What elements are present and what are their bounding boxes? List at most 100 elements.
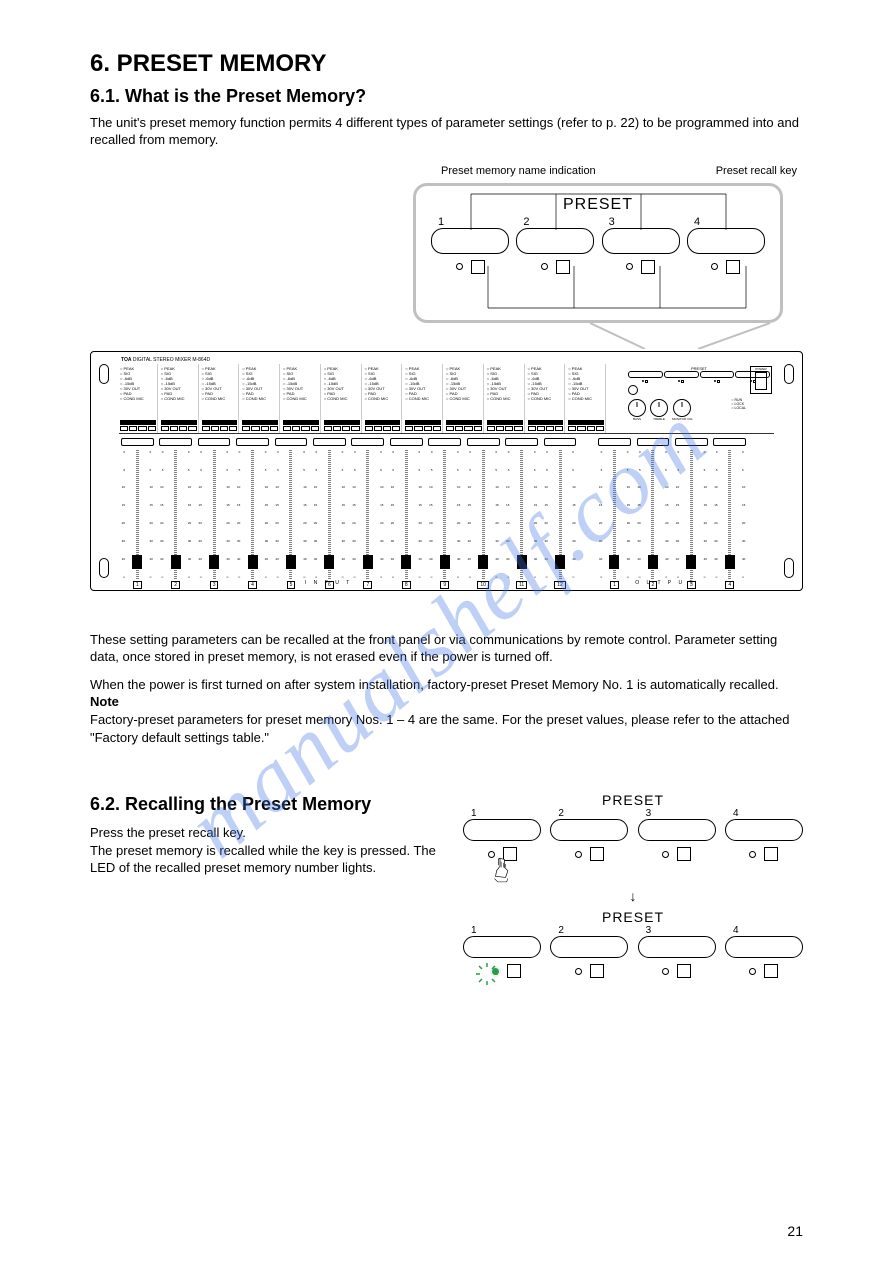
knob[interactable] [628,399,646,417]
assign-button[interactable] [170,426,178,431]
hand-press-icon [488,855,512,883]
preset-mini-key[interactable] [645,380,648,383]
assign-button[interactable] [433,426,441,431]
assign-button[interactable] [374,426,382,431]
fader-knob[interactable] [171,555,181,569]
assign-button[interactable] [487,426,495,431]
assign-button[interactable] [392,426,400,431]
fader-knob[interactable] [725,555,735,569]
fader-track-area: 051015203040∞051015203040∞ [673,450,709,579]
assign-button[interactable] [424,426,432,431]
assign-button[interactable] [220,426,228,431]
assign-button[interactable] [383,426,391,431]
fader-knob[interactable] [609,555,619,569]
assign-button[interactable] [555,426,563,431]
fader-tick: 5 [534,468,538,472]
assign-button[interactable] [301,426,309,431]
assign-button[interactable] [464,426,472,431]
preset-recall-key[interactable] [590,847,604,861]
fader-knob[interactable] [132,555,142,569]
fader-tick: 30 [505,539,509,543]
assign-button[interactable] [202,426,210,431]
assign-button[interactable] [311,426,319,431]
knob[interactable] [650,399,668,417]
recall-after: PRESET 1 [463,909,803,978]
preset-recall-key[interactable] [590,964,604,978]
assign-button[interactable] [251,426,259,431]
fader-scale: 051015203040∞ [598,450,602,579]
fader-knob[interactable] [517,555,527,569]
assign-button[interactable] [577,426,585,431]
fader-track-area: 051015203040∞051015203040∞ [542,450,578,579]
preset-recall-key[interactable] [677,964,691,978]
preset-recall-key[interactable] [764,964,778,978]
assign-button[interactable] [292,426,300,431]
fader-tick: 15 [742,503,746,507]
preset-recall-key[interactable] [507,964,521,978]
assign-button[interactable] [333,426,341,431]
assign-button[interactable] [283,426,291,431]
knob[interactable] [673,399,691,417]
fader-knob[interactable] [555,555,565,569]
assign-button[interactable] [161,426,169,431]
fader-tick: 40 [505,557,509,561]
assign-button[interactable] [229,426,237,431]
assign-button[interactable] [261,426,269,431]
assign-button[interactable] [596,426,604,431]
assign-label-bar [120,420,156,425]
fader-knob[interactable] [248,555,258,569]
fader-knob[interactable] [209,555,219,569]
assign-button[interactable] [242,426,250,431]
assign-button[interactable] [537,426,545,431]
fader-knob[interactable] [648,555,658,569]
assign-button[interactable] [405,426,413,431]
knob-label: TREBLE [653,417,665,421]
channel-number: 1 [610,581,619,589]
assign-button[interactable] [546,426,554,431]
fader-tick: 10 [149,485,153,489]
preset-mini-key[interactable] [681,380,684,383]
fader-knob[interactable] [324,555,334,569]
assign-button[interactable] [496,426,504,431]
preset-recall-key[interactable] [764,847,778,861]
assign-button[interactable] [179,426,187,431]
assign-button[interactable] [270,426,278,431]
assign-button[interactable] [188,426,196,431]
channel-name-box [351,438,384,446]
assign-button[interactable] [211,426,219,431]
assign-button[interactable] [414,426,422,431]
fader-knob[interactable] [478,555,488,569]
assign-button[interactable] [120,426,128,431]
fader-knob[interactable] [363,555,373,569]
assign-button[interactable] [129,426,137,431]
fader-knob[interactable] [440,555,450,569]
assign-button[interactable] [365,426,373,431]
fader-knob[interactable] [401,555,411,569]
assign-button[interactable] [528,426,536,431]
fader-tick: 20 [159,521,163,525]
assign-button[interactable] [138,426,146,431]
assign-button[interactable] [455,426,463,431]
assign-button[interactable] [568,426,576,431]
assign-button[interactable] [342,426,350,431]
assign-button[interactable] [148,426,156,431]
assign-button[interactable] [324,426,332,431]
headphone-jack[interactable] [628,385,638,395]
fader-tick: 40 [534,557,538,561]
assign-button[interactable] [505,426,513,431]
preset-mini-key[interactable] [717,380,720,383]
assign-button[interactable] [351,426,359,431]
preset-recall-key[interactable] [677,847,691,861]
fader-scale: 051015203040∞ [429,450,433,579]
slot-num: 4 [725,925,739,936]
power-switch[interactable] [755,372,767,390]
assign-button[interactable] [587,426,595,431]
fader-tick: 40 [265,557,269,561]
fader-tick: 5 [159,468,163,472]
assign-button[interactable] [446,426,454,431]
fader-knob[interactable] [686,555,696,569]
assign-button[interactable] [474,426,482,431]
fader-knob[interactable] [286,555,296,569]
input-channel-top: ○ PEAK○ SIG○ -6dB○ -15dB○ 30V OUT○ PAD○ … [323,364,362,433]
assign-button[interactable] [514,426,522,431]
